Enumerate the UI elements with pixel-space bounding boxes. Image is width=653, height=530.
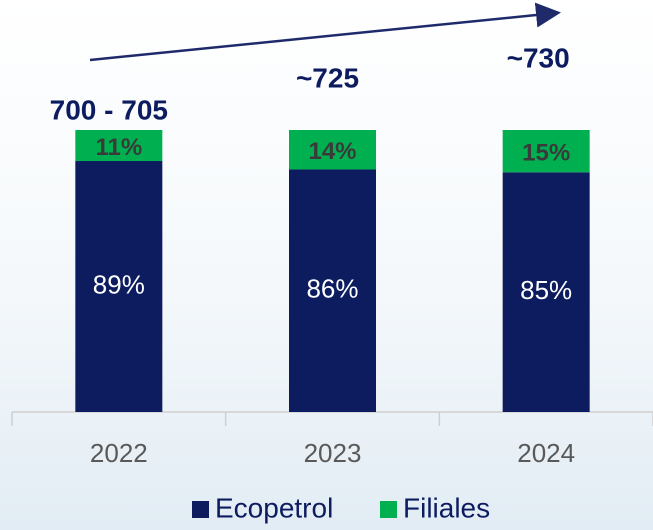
value-label: 11% — [95, 134, 142, 161]
value-label: 86% — [306, 274, 358, 304]
value-label: 14% — [308, 138, 356, 165]
bar-segment — [75, 161, 163, 412]
value-label: 89% — [93, 269, 145, 299]
bar-segment — [75, 130, 163, 162]
legend-label: Ecopetrol — [215, 492, 333, 523]
bar-segment — [502, 130, 590, 173]
bar-segment — [502, 172, 590, 412]
total-label: ~730 — [507, 42, 570, 73]
total-label: ~725 — [296, 62, 359, 93]
legend-swatch — [380, 501, 397, 518]
value-label: 85% — [520, 275, 572, 305]
x-tick-label: 2024 — [517, 438, 575, 468]
total-label: 700 - 705 — [50, 94, 168, 125]
x-tick-label: 2022 — [90, 438, 148, 468]
legend-label: Filiales — [403, 492, 490, 523]
trend-arrow — [89, 2, 561, 62]
bar-segment — [289, 169, 376, 412]
value-label: 15% — [522, 139, 570, 166]
plot: 89% 11% 700 - 705 2022 86% 14% ~725 2023 85% 15% ~… — [11, 42, 653, 523]
x-tick-label: 2023 — [304, 438, 362, 468]
bar-segment — [289, 130, 376, 170]
legend-swatch — [192, 501, 209, 518]
